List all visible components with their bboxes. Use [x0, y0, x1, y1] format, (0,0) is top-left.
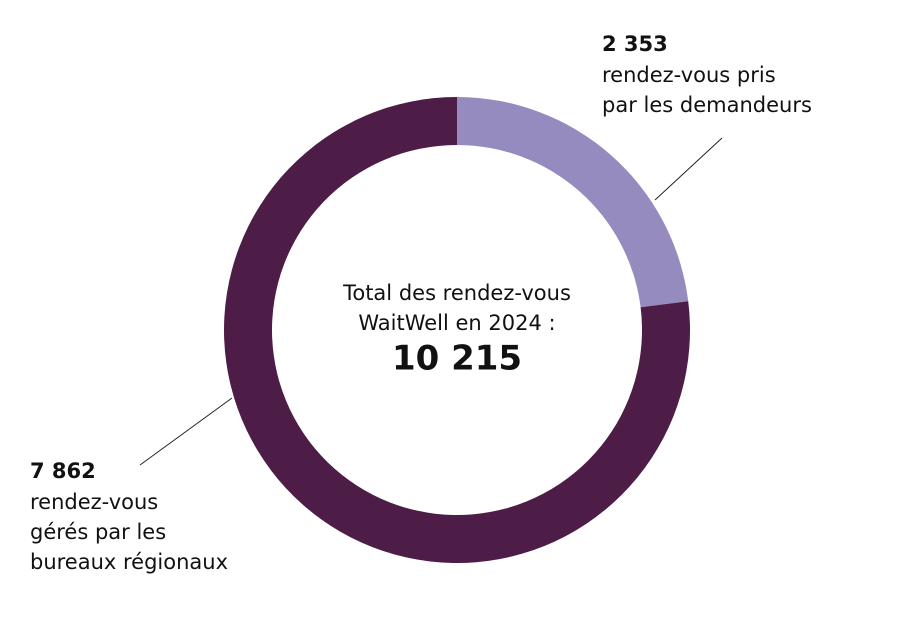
- center-value: 10 215: [392, 339, 522, 379]
- category-label: bureaux régionaux: [30, 550, 228, 574]
- category-label: par les demandeurs: [602, 93, 812, 117]
- category-label: rendez-vous: [30, 490, 158, 514]
- value-label: 7 862: [30, 459, 96, 483]
- donut-slice: [457, 97, 689, 308]
- category-label: gérés par les: [30, 520, 166, 544]
- leader-line: [654, 137, 723, 201]
- center-text: WaitWell en 2024 :: [358, 311, 555, 335]
- center-text: Total des rendez-vous: [342, 281, 571, 305]
- category-label: rendez-vous pris: [602, 63, 776, 87]
- value-label: 2 353: [602, 32, 668, 56]
- leader-line: [139, 397, 233, 466]
